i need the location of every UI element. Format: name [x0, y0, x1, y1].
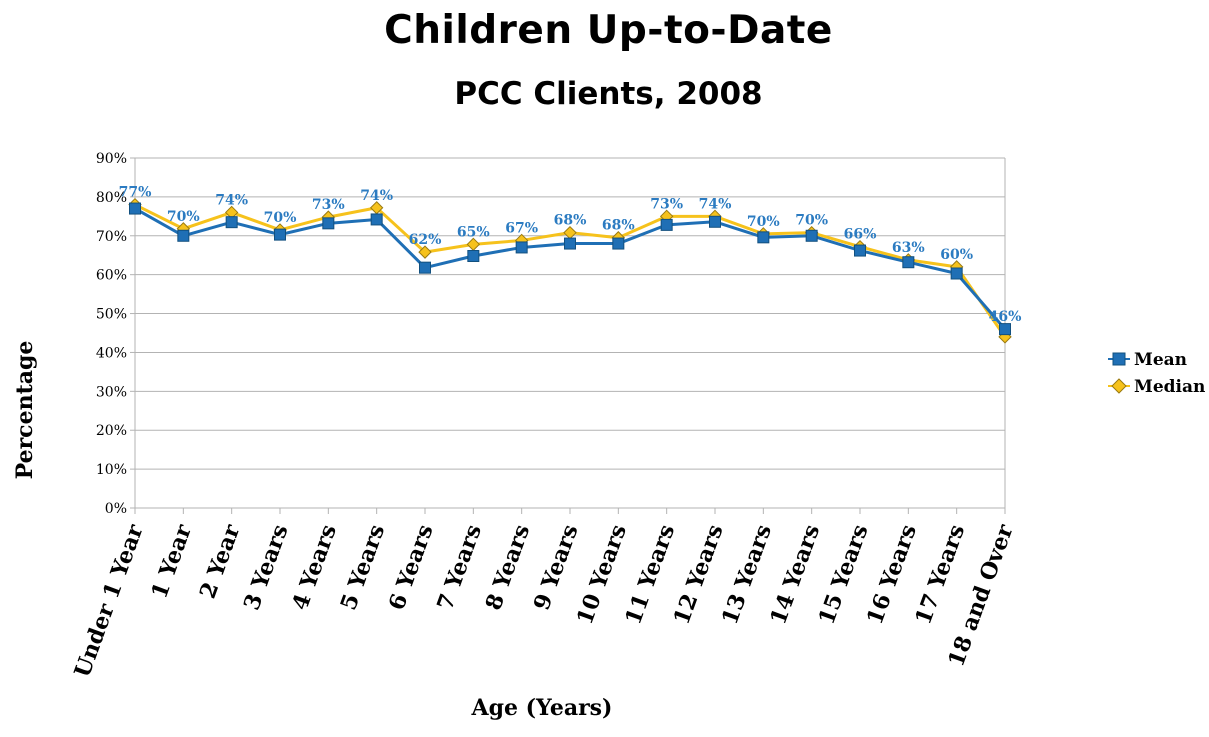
data-label: 46% — [989, 309, 1022, 325]
legend-label-median: Median — [1134, 377, 1205, 397]
x-tick-label: 5 Years — [335, 521, 390, 614]
data-label: 68% — [554, 213, 587, 229]
x-tick-label: 2 Year — [195, 521, 246, 602]
y-axis-label: Percentage — [12, 341, 38, 480]
y-tick-label: 70% — [96, 229, 127, 245]
point-mean — [612, 237, 625, 250]
point-mean — [805, 229, 818, 242]
x-tick-label: 1 Year — [146, 521, 197, 602]
point-mean — [467, 250, 480, 262]
data-label: 73% — [312, 197, 345, 213]
data-label: 70% — [795, 213, 828, 229]
point-mean — [564, 237, 576, 250]
chart-title: Children Up-to-Date — [384, 8, 833, 53]
point-median — [418, 245, 432, 259]
data-label: 67% — [505, 220, 538, 236]
point-mean — [225, 216, 238, 229]
legend-item-median: Median — [1108, 377, 1205, 397]
data-label: 68% — [602, 218, 635, 234]
data-label: 77% — [119, 185, 152, 201]
legend-marker-median — [1111, 378, 1127, 394]
gridlines — [130, 157, 1005, 509]
data-label: 60% — [940, 247, 973, 263]
point-mean — [322, 217, 335, 230]
x-tick-label: Under 1 Year — [69, 521, 148, 681]
y-tick-label: 80% — [96, 190, 127, 206]
x-tick-label: 9 Years — [529, 521, 584, 614]
x-tick-label: 4 Years — [287, 521, 342, 614]
data-label: 74% — [360, 188, 393, 204]
x-tick-label: 3 Years — [239, 521, 294, 614]
legend-marker-mean — [1112, 352, 1126, 366]
legend-label-mean: Mean — [1134, 350, 1187, 370]
x-tick-label: 6 Years — [384, 521, 439, 614]
chart-subtitle: PCC Clients, 2008 — [454, 76, 763, 112]
y-tick-label: 50% — [96, 307, 127, 323]
y-tick-label: 20% — [96, 423, 127, 439]
point-mean — [370, 213, 383, 226]
point-mean — [709, 215, 721, 228]
data-label: 62% — [409, 232, 442, 248]
y-tick-label: 10% — [96, 462, 127, 478]
series-layer — [128, 197, 1012, 344]
legend-item-mean: Mean — [1108, 350, 1187, 370]
y-tick-label: 30% — [96, 384, 127, 400]
data-label: 74% — [699, 196, 732, 212]
point-mean — [660, 218, 673, 231]
legend: Mean Median — [1108, 350, 1205, 397]
data-label: 70% — [747, 214, 780, 230]
y-tick-label: 60% — [96, 268, 127, 284]
point-mean — [274, 228, 286, 241]
point-mean — [902, 256, 915, 269]
data-label: 70% — [264, 210, 297, 226]
point-mean — [854, 244, 866, 257]
point-mean — [757, 231, 770, 244]
y-tick-label: 0% — [105, 501, 127, 517]
x-axis-label: Age (Years) — [471, 695, 613, 721]
data-label: 63% — [892, 240, 925, 256]
point-mean — [419, 261, 431, 274]
y-tick-label: 90% — [96, 151, 127, 167]
data-label: 73% — [650, 196, 683, 212]
point-mean — [177, 229, 190, 242]
y-tick-label: 40% — [96, 345, 127, 361]
x-tick-label: 7 Years — [432, 521, 487, 614]
x-tick-label: 8 Years — [480, 521, 535, 614]
point-mean — [129, 202, 141, 215]
point-mean — [515, 241, 528, 254]
data-label: 70% — [167, 209, 200, 225]
point-mean — [999, 323, 1011, 336]
data-label: 65% — [457, 224, 490, 240]
data-labels: 77% 70% 74% 70% 73% 74% 62% 65% 67% 68% 68% 73% 74% 7… — [119, 185, 1022, 325]
data-label: 74% — [215, 192, 248, 208]
data-label: 66% — [844, 227, 877, 243]
y-axis-ticks: 0% 10% 20% 30% 40% 50% 60% 70% 80% 90% — [96, 151, 127, 517]
point-mean — [950, 267, 963, 280]
